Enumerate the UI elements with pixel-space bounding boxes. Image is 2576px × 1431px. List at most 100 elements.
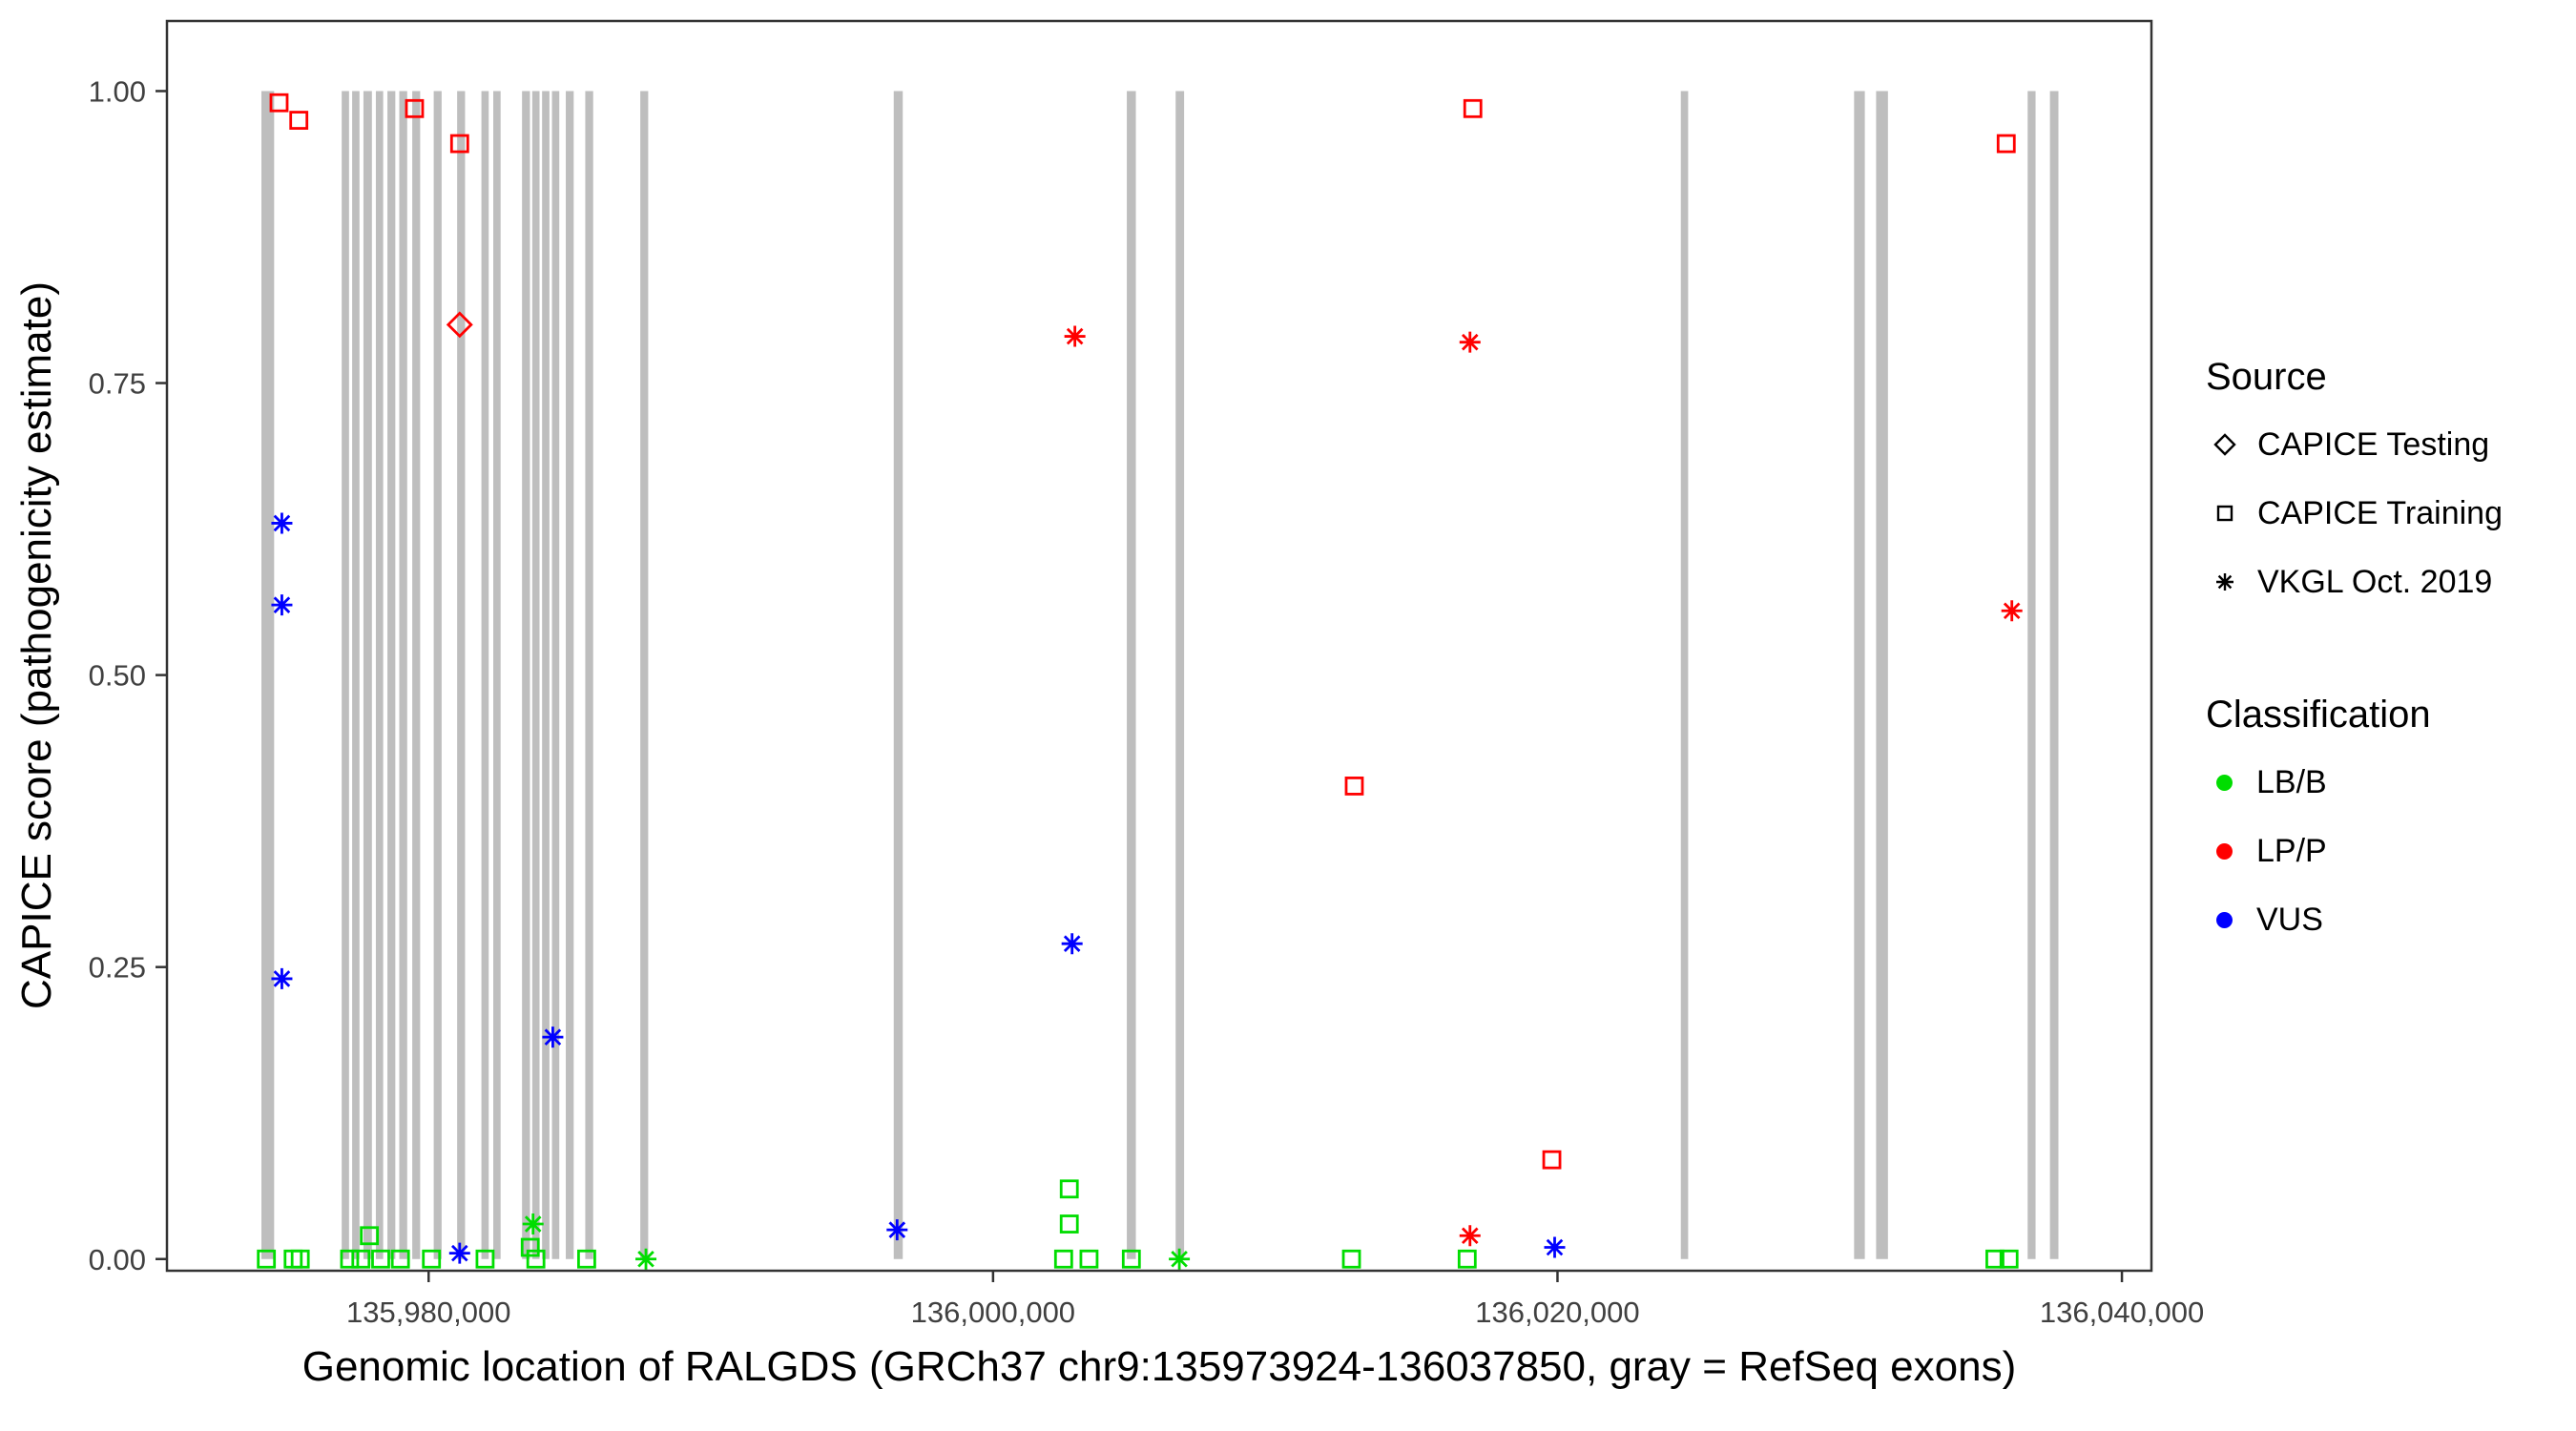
refseq-exon-bar: [1127, 91, 1136, 1259]
asterisk-icon: [2216, 573, 2233, 591]
diamond-icon: [2213, 433, 2236, 456]
y-axis-tick-label: 0.25: [89, 951, 146, 985]
data-point-asterisk: [448, 1242, 470, 1264]
x-axis-tick-label: 136,040,000: [2040, 1296, 2204, 1329]
data-point-square: [475, 1249, 495, 1269]
refseq-exon-bar: [363, 91, 372, 1259]
square-icon: [2216, 505, 2233, 522]
panel-border: [165, 19, 2153, 1273]
data-point-square: [1059, 1214, 1079, 1234]
legend-item-vkgl: VKGL Oct. 2019: [2206, 548, 2503, 616]
refseq-exon-bar: [2049, 91, 2059, 1259]
data-point-asterisk: [542, 1027, 564, 1048]
data-point-asterisk: [1064, 325, 1086, 347]
data-point-square: [1121, 1249, 1141, 1269]
refseq-exon-bar: [352, 91, 360, 1259]
refseq-exon-bar: [1876, 91, 1888, 1259]
legend-item-label: CAPICE Training: [2257, 494, 2503, 531]
data-point-square: [1985, 1249, 2005, 1269]
x-axis-tick-label: 136,000,000: [911, 1296, 1075, 1329]
data-point-asterisk: [1169, 1248, 1191, 1270]
data-point-square: [1999, 1249, 2019, 1269]
data-point-asterisk: [886, 1219, 908, 1241]
data-point-square: [390, 1249, 410, 1269]
x-axis-tick-label: 135,980,000: [346, 1296, 510, 1329]
legend-item-vus: VUS: [2206, 885, 2503, 954]
refseq-exon-bar: [531, 91, 540, 1259]
refseq-exon-bar: [542, 91, 550, 1259]
x-axis-title: Genomic location of RALGDS (GRCh37 chr9:…: [301, 1343, 2017, 1390]
data-point-asterisk: [522, 1213, 544, 1235]
data-point-square: [1344, 777, 1364, 796]
data-point-square: [577, 1249, 596, 1269]
data-point-asterisk: [635, 1248, 657, 1270]
refseq-exon-bar: [399, 91, 407, 1259]
refseq-exon-bar: [551, 91, 560, 1259]
data-point-square: [289, 111, 309, 130]
legend-item-lpp: LP/P: [2206, 817, 2503, 885]
legend-classification-title: Classification: [2206, 694, 2431, 736]
data-point-square: [422, 1249, 442, 1269]
data-point-square: [520, 1237, 540, 1257]
data-point-square: [1542, 1150, 1562, 1170]
legend: Source CAPICE Testing CAPICE Training VK…: [2206, 355, 2503, 954]
refseq-exon-bar: [2027, 91, 2036, 1259]
y-axis-tick-label: 0.50: [89, 659, 146, 693]
data-point-square: [1079, 1249, 1099, 1269]
x-axis-tick-label: 136,020,000: [1475, 1296, 1639, 1329]
y-axis-tick-label: 0.75: [89, 367, 146, 401]
data-point-square: [257, 1249, 277, 1269]
data-point-square: [1341, 1249, 1361, 1269]
lbb-color-dot: [2216, 774, 2233, 791]
refseq-exon-bar: [640, 91, 649, 1259]
data-point-square: [290, 1249, 310, 1269]
legend-item-label: LP/P: [2256, 832, 2327, 869]
refseq-exon-bar: [566, 91, 574, 1259]
y-axis-tick-label: 1.00: [89, 74, 146, 108]
refseq-exon-bar: [261, 91, 275, 1259]
vus-color-dot: [2216, 911, 2233, 928]
data-point-square: [449, 134, 469, 154]
data-point-square: [269, 93, 289, 113]
refseq-exon-bar: [433, 91, 442, 1259]
refseq-exon-bar: [893, 91, 904, 1259]
data-point-asterisk: [1459, 331, 1481, 353]
data-point-square: [1457, 1249, 1477, 1269]
refseq-exon-bar: [585, 91, 593, 1259]
refseq-exon-bar: [375, 91, 384, 1259]
data-point-asterisk: [271, 594, 293, 616]
legend-item-label: CAPICE Testing: [2257, 425, 2490, 463]
legend-item-capice-testing: CAPICE Testing: [2206, 410, 2503, 479]
data-point-asterisk: [2001, 600, 2023, 622]
y-axis-title: CAPICE score (pathogenicity estimate): [13, 281, 60, 1010]
y-axis-tick-label: 0.00: [89, 1243, 146, 1276]
data-point-square: [1059, 1179, 1079, 1199]
refseq-exon-bar: [493, 91, 501, 1259]
data-point-asterisk: [271, 967, 293, 989]
refseq-exon-bar: [1680, 91, 1689, 1259]
data-point-square: [1996, 134, 2016, 154]
refseq-exon-bar: [387, 91, 396, 1259]
data-point-square: [1463, 98, 1483, 118]
refseq-exon-bar: [1175, 91, 1185, 1259]
legend-item-label: VKGL Oct. 2019: [2257, 563, 2493, 600]
refseq-exon-bar: [412, 91, 421, 1259]
legend-item-label: LB/B: [2256, 763, 2327, 800]
legend-item-label: VUS: [2256, 901, 2323, 938]
refseq-exon-bar: [522, 91, 530, 1259]
data-point-square: [371, 1249, 390, 1269]
data-point-square: [360, 1226, 380, 1246]
legend-source-title: Source: [2206, 356, 2327, 398]
refseq-exon-bar: [457, 91, 466, 1259]
data-point-square: [340, 1249, 360, 1269]
data-point-square: [526, 1249, 546, 1269]
data-point-asterisk: [271, 512, 293, 534]
refseq-exon-bar: [1854, 91, 1865, 1259]
data-point-asterisk: [1544, 1236, 1566, 1258]
data-point-square: [405, 98, 425, 118]
data-point-asterisk: [1459, 1225, 1481, 1247]
data-point-diamond: [446, 311, 473, 339]
refseq-exon-bar: [481, 91, 489, 1259]
